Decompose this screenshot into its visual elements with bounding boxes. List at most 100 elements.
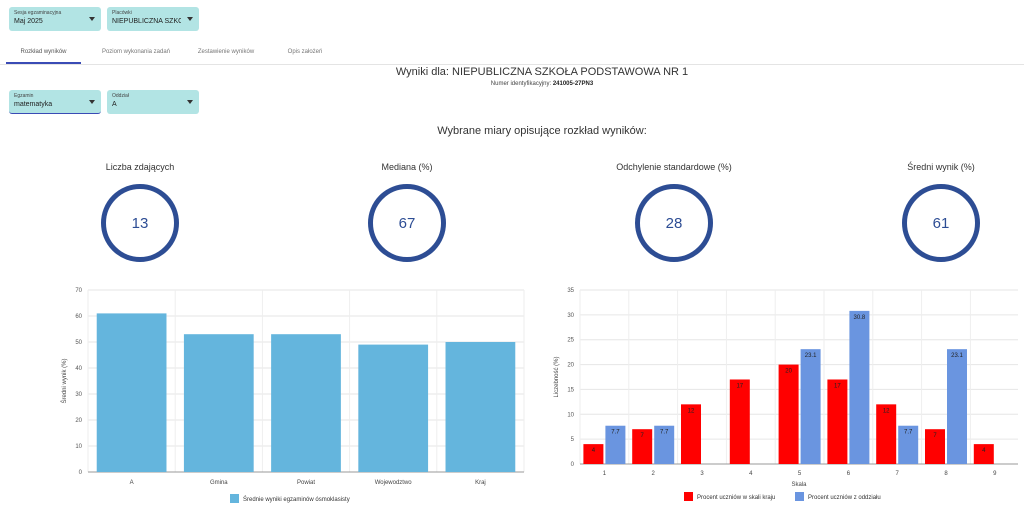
tab-opis-zalozen[interactable]: Opis założeń — [287, 49, 323, 55]
tab-rozklad-wynikow[interactable]: Rozkład wyników — [6, 44, 81, 64]
metric-label-liczba-zdajacych: Liczba zdających — [105, 162, 175, 172]
chevron-down-icon — [187, 17, 193, 21]
bar — [358, 344, 429, 472]
session-select-value: Maj 2025 — [14, 18, 43, 25]
bar — [445, 342, 516, 472]
data-label: 4 — [592, 448, 596, 454]
data-label: 23.1 — [951, 353, 963, 359]
class-select-label: Oddział — [112, 93, 129, 99]
x-tick-label: Gmina — [210, 480, 228, 486]
tab-poziom-wykonania-zadan[interactable]: Poziom wykonania zadań — [101, 49, 171, 55]
exam-select-value: matematyka — [14, 101, 53, 108]
section-title: Wybrane miary opisujące rozkład wyników: — [437, 125, 647, 137]
bar-kraj — [876, 404, 897, 464]
data-label: 7.7 — [611, 430, 620, 436]
identifier-line: Numer identyfikacyjny: 241005-27PN3 — [0, 81, 1024, 87]
chevron-down-icon — [89, 17, 95, 21]
bar — [271, 334, 341, 472]
metric-label-odchylenie: Odchylenie standardowe (%) — [616, 162, 732, 172]
metric-label-mediana: Mediana (%) — [381, 162, 433, 172]
legend-label: Procent uczniów z oddziału — [808, 495, 881, 501]
y-tick-label: 60 — [75, 314, 82, 320]
school-select-label: Placówki — [112, 10, 132, 16]
identifier-label: Numer identyfikacyjny: — [490, 81, 552, 87]
metric-circle-sredni-wynik: 61 — [902, 184, 980, 262]
class-select[interactable]: Oddział A — [107, 90, 199, 114]
legend-swatch — [684, 492, 693, 501]
y-tick-label: 30 — [75, 392, 82, 398]
y-tick-label: 40 — [75, 366, 82, 372]
x-axis-label: Skala — [791, 482, 807, 488]
bar-oddzial — [800, 349, 821, 464]
legend-swatch — [230, 494, 239, 503]
y-tick-label: 15 — [567, 387, 574, 393]
data-label: 30.8 — [854, 315, 866, 321]
data-label: 12 — [688, 408, 695, 414]
data-label: 20 — [785, 369, 792, 375]
identifier-value: 241005-27PN3 — [552, 81, 594, 87]
bar-kraj — [729, 379, 750, 464]
y-tick-label: 0 — [79, 470, 83, 476]
bar-kraj — [583, 444, 604, 464]
x-tick-label: 2 — [652, 471, 656, 477]
data-label: 23.1 — [805, 353, 817, 359]
x-tick-label: Powiat — [297, 480, 315, 486]
bar-oddzial — [947, 349, 967, 464]
tab-zestawienie-wynikow[interactable]: Zestawienie wyników — [197, 49, 255, 55]
y-tick-label: 0 — [571, 462, 575, 468]
y-tick-label: 20 — [75, 418, 82, 424]
y-tick-label: 20 — [567, 363, 574, 369]
bar — [96, 313, 167, 472]
metric-circle-liczba-zdajacych: 13 — [101, 184, 179, 262]
x-tick-label: Wojewodztwo — [375, 480, 413, 486]
exam-select-label: Egzamin — [14, 93, 34, 99]
legend-swatch — [795, 492, 804, 501]
bar-oddzial — [654, 425, 675, 464]
bar-oddzial — [898, 425, 919, 464]
bar-oddzial — [849, 310, 870, 464]
y-axis-label: Liczebność (%) — [554, 356, 560, 397]
y-tick-label: 35 — [567, 288, 574, 294]
data-label: 4 — [982, 448, 986, 454]
bar-kraj — [681, 404, 701, 464]
school-select-value: NIEPUBLICZNA SZKOŁA... — [112, 18, 181, 25]
tab-divider — [0, 64, 1024, 65]
legend-label: Średnie wyniki egzaminów ósmoklasisty — [243, 495, 350, 503]
bar-oddzial — [605, 425, 626, 464]
x-tick-label: 3 — [700, 471, 704, 477]
y-tick-label: 50 — [75, 340, 82, 346]
bar-kraj — [925, 429, 945, 464]
x-tick-label: A — [130, 480, 134, 486]
legend-label: Procent uczniów w skali kraju — [697, 495, 775, 501]
metric-label-sredni-wynik: Średni wynik (%) — [907, 162, 975, 172]
data-label: 17 — [834, 383, 841, 389]
x-tick-label: 1 — [603, 471, 607, 477]
x-tick-label: 7 — [896, 471, 900, 477]
bar-kraj — [778, 364, 799, 464]
y-tick-label: 10 — [75, 444, 82, 450]
y-tick-label: 10 — [567, 412, 574, 418]
data-label: 7 — [641, 433, 645, 439]
exam-select[interactable]: Egzamin matematyka — [9, 90, 101, 114]
metric-circle-mediana: 67 — [368, 184, 446, 262]
x-tick-label: 5 — [798, 471, 802, 477]
bar-kraj — [827, 379, 848, 464]
y-tick-label: 25 — [567, 338, 574, 344]
chevron-down-icon — [187, 100, 193, 104]
y-axis-label: Średni wynik (%) — [60, 358, 68, 403]
data-label: 7 — [933, 433, 937, 439]
y-tick-label: 5 — [571, 437, 575, 443]
session-select[interactable]: Sesja egzaminacyjna Maj 2025 — [9, 7, 101, 31]
x-tick-label: 8 — [944, 471, 948, 477]
data-label: 7.7 — [660, 430, 669, 436]
data-label: 12 — [883, 408, 890, 414]
x-tick-label: 6 — [847, 471, 851, 477]
x-tick-label: 9 — [993, 471, 997, 477]
school-select[interactable]: Placówki NIEPUBLICZNA SZKOŁA... — [107, 7, 199, 31]
class-select-value: A — [112, 101, 117, 108]
x-tick-label: Kraj — [475, 480, 486, 486]
chevron-down-icon — [89, 100, 95, 104]
bar — [183, 334, 254, 472]
y-tick-label: 30 — [567, 313, 574, 319]
